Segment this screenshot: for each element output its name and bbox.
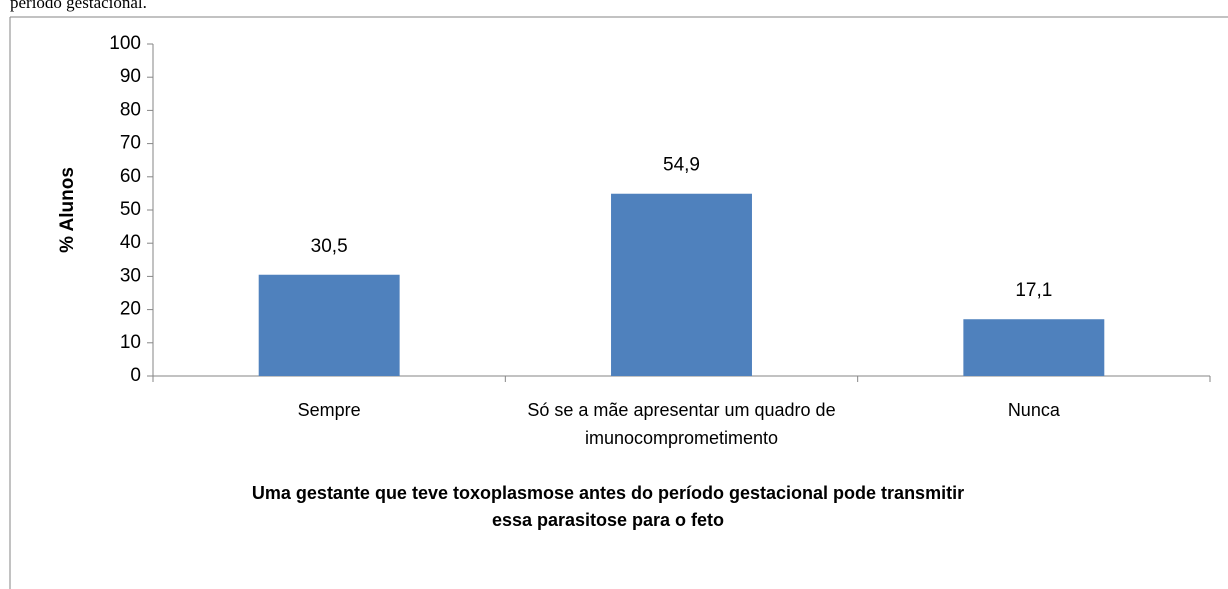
data-label: 54,9: [663, 155, 700, 176]
y-tick-label: 100: [109, 33, 141, 54]
y-tick-label: 20: [120, 299, 141, 320]
bar: [963, 319, 1105, 376]
y-tick-label: 30: [120, 265, 141, 286]
x-tick-label: Só se a mãe apresentar um quadro de imun…: [527, 400, 836, 448]
y-tick-label: 90: [120, 66, 141, 87]
x-tick-label-box: Sempre: [297, 400, 361, 420]
y-tick-label: 60: [120, 166, 141, 187]
y-tick-label: 80: [120, 99, 141, 120]
x-tick-label-box: Só se a mãe apresentar um quadro de imun…: [527, 400, 836, 448]
y-tick-label: 10: [120, 332, 141, 353]
x-axis-label: essa parasitose para o feto: [492, 510, 724, 530]
data-label: 17,1: [1015, 280, 1052, 301]
bar: [611, 193, 752, 376]
y-tick-label: 40: [120, 232, 141, 253]
y-axis-label: % Alunos: [57, 167, 78, 253]
data-label: 30,5: [311, 236, 348, 257]
y-tick-label: 0: [130, 365, 141, 386]
y-tick-label: 70: [120, 133, 141, 154]
caption: período gestacional.: [10, 0, 147, 12]
bar: [258, 274, 400, 376]
x-axis-label: Uma gestante que teve toxoplasmose antes…: [252, 483, 964, 503]
x-tick-label: Nunca: [1007, 400, 1060, 420]
y-tick-label: 50: [120, 199, 141, 220]
x-tick-label: Sempre: [297, 400, 361, 420]
x-tick-label-box: Nunca: [1007, 400, 1060, 420]
